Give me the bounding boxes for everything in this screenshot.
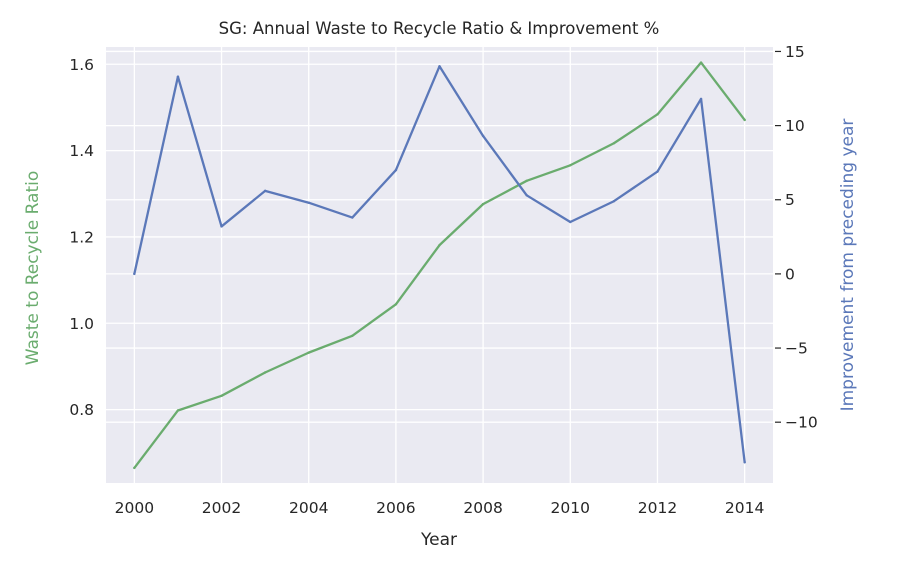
x-tick-label: 2008 (463, 499, 502, 517)
ratio-point (438, 243, 441, 247)
ratio-point (481, 202, 485, 206)
y-right-tick-label: 5 (785, 191, 795, 209)
y-left-tick-label: 0.8 (69, 401, 94, 419)
ratio-point (133, 466, 136, 470)
ratio-point (176, 409, 180, 412)
series-group (133, 61, 746, 470)
improvement-point (656, 170, 659, 173)
improvement-point (351, 216, 354, 219)
tick-group: 2000 2002 2004 2006 2008 2010 2012 2014 0.8 1.0 1.… (69, 43, 817, 517)
ratio-point (569, 164, 572, 167)
ratio-point (612, 142, 616, 145)
x-axis-label: Year (420, 530, 457, 550)
improvement-point (612, 200, 616, 203)
ratio-point (394, 303, 398, 306)
y-left-tick-label: 1.4 (69, 142, 94, 160)
x-tick-label: 2002 (202, 499, 241, 517)
ratio-point (525, 179, 528, 183)
improvement-point (394, 168, 398, 172)
x-tick-label: 2006 (376, 499, 415, 517)
improvement-point (699, 97, 703, 101)
grid (106, 47, 773, 483)
improvement-point (220, 225, 223, 228)
y-axis-label-left: Waste to Recycle Ratio (23, 171, 43, 366)
plot-area (106, 47, 773, 483)
improvement-point (133, 272, 136, 276)
x-tick-label: 2014 (725, 499, 764, 517)
improvement-point (263, 189, 267, 193)
ratio-point (307, 351, 310, 354)
y-left-tick-label: 1.0 (69, 315, 94, 333)
x-tick-label: 2004 (289, 499, 328, 517)
ratio-point (656, 113, 659, 116)
ratio-point (220, 394, 223, 397)
y-left-tick-label: 1.6 (69, 56, 94, 74)
improvement-point (438, 65, 441, 68)
ratio-point (699, 61, 703, 64)
ratio-point (351, 334, 354, 337)
improvement-point (569, 220, 572, 224)
y-right-tick-label: 10 (785, 117, 805, 135)
y-right-tick-label: −10 (785, 414, 818, 432)
x-tick-label: 2012 (638, 499, 677, 517)
ratio-point (743, 118, 746, 122)
x-tick-label: 2000 (115, 499, 154, 517)
y-right-tick-label: 15 (785, 43, 805, 61)
improvement-point (481, 134, 485, 138)
x-tick-label: 2010 (551, 499, 590, 517)
y-right-tick-label: 0 (785, 265, 795, 283)
chart-title: SG: Annual Waste to Recycle Ratio & Impr… (219, 19, 660, 38)
ratio-point (263, 371, 267, 374)
y-left-tick-label: 1.2 (69, 228, 94, 246)
improvement-point (307, 201, 310, 204)
y-axis-label-right: Improvement from preceding year (838, 119, 858, 412)
y-right-tick-label: −5 (785, 340, 808, 358)
improvement-point (525, 194, 528, 197)
improvement-point (176, 75, 180, 78)
improvement-point (743, 461, 746, 464)
